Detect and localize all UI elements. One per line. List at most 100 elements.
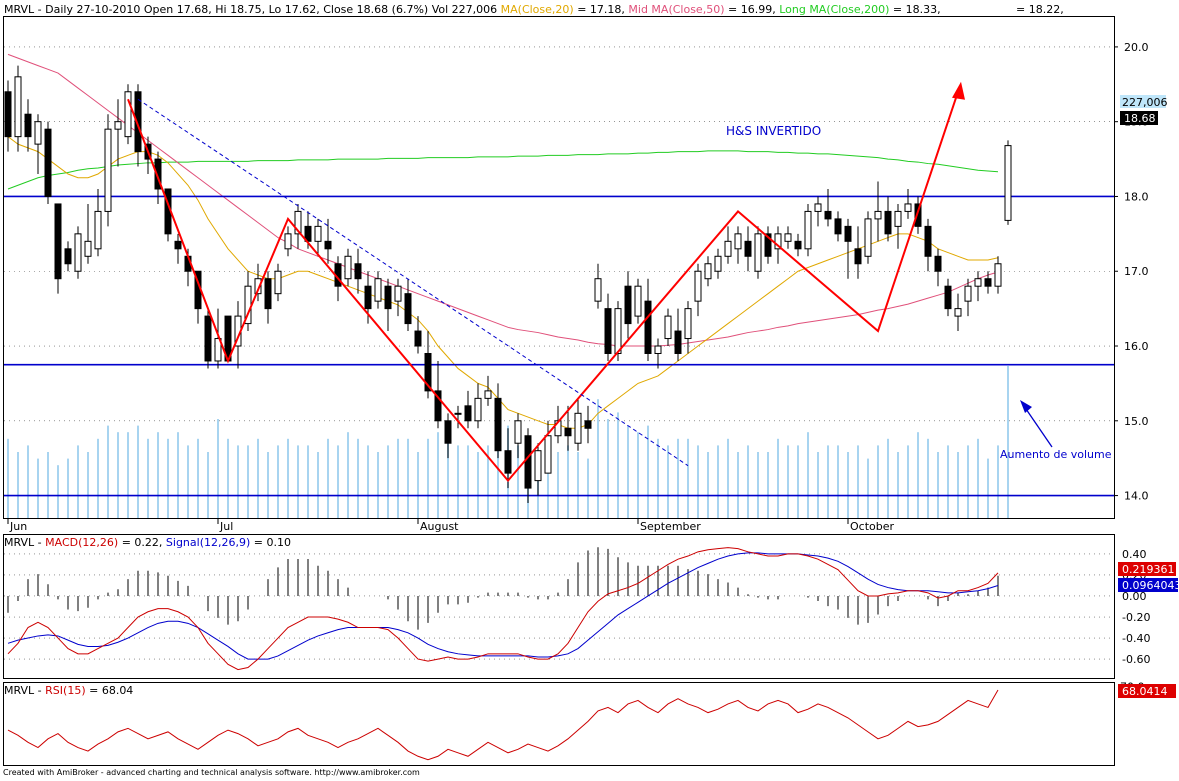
macd-tick-label: -0.40 bbox=[1122, 632, 1150, 645]
candle bbox=[794, 240, 802, 250]
candle bbox=[494, 397, 502, 452]
candle bbox=[134, 91, 142, 153]
candle bbox=[314, 225, 322, 242]
volume-bar bbox=[927, 438, 929, 518]
candle bbox=[704, 263, 712, 280]
header-symbol: MRVL bbox=[4, 3, 35, 16]
candle bbox=[684, 308, 692, 340]
volume-bar bbox=[497, 432, 499, 518]
price-tick-label: 17.0 bbox=[1124, 265, 1149, 278]
volume-bar bbox=[57, 465, 59, 518]
price-header: MRVL - Daily 27-10-2010 Open 17.68, Hi 1… bbox=[4, 3, 941, 16]
header-extra: = 18.22, bbox=[1016, 3, 1064, 16]
price-tick-label: 14.0 bbox=[1124, 490, 1149, 503]
candle bbox=[44, 128, 52, 197]
candle bbox=[774, 233, 782, 250]
volume-bar bbox=[817, 452, 819, 518]
candle bbox=[274, 270, 282, 295]
rsi-header-value: = 68.04 bbox=[86, 684, 134, 697]
candle bbox=[154, 158, 162, 190]
ma200-line bbox=[7, 150, 999, 190]
volume-tag: 227,006 bbox=[1122, 96, 1168, 109]
candle bbox=[24, 113, 32, 138]
volume-bar bbox=[437, 432, 439, 518]
volume-bar bbox=[617, 412, 619, 518]
volume-bar bbox=[777, 438, 779, 518]
candle bbox=[174, 240, 182, 250]
candle bbox=[734, 233, 742, 250]
volume-arrow-head bbox=[1020, 400, 1032, 413]
date-tick-label: October bbox=[850, 520, 894, 533]
volume-bar bbox=[267, 452, 269, 518]
candle bbox=[364, 285, 372, 310]
candle bbox=[994, 263, 1002, 287]
candle bbox=[344, 255, 352, 280]
candle bbox=[114, 121, 122, 130]
candle bbox=[94, 210, 102, 250]
volume-bar bbox=[567, 445, 569, 518]
candle bbox=[954, 308, 962, 317]
volume-bar bbox=[557, 452, 559, 518]
rsi-header: MRVL - RSI(15) = 68.04 bbox=[4, 684, 133, 697]
macd-tick-label: 0.40 bbox=[1122, 548, 1147, 561]
volume-bar bbox=[977, 438, 979, 518]
candle bbox=[84, 240, 92, 257]
candle bbox=[764, 233, 772, 257]
candle bbox=[564, 427, 572, 437]
candle bbox=[714, 255, 722, 272]
volume-bar bbox=[907, 445, 909, 518]
volume-bar bbox=[317, 452, 319, 518]
rsi-header-symbol: MRVL bbox=[4, 684, 35, 697]
volume-bar bbox=[257, 438, 259, 518]
candle bbox=[634, 285, 642, 317]
volume-bar bbox=[757, 452, 759, 518]
rsi-tag: 68.0414 bbox=[1122, 685, 1168, 698]
candle bbox=[4, 91, 12, 138]
volume-bar bbox=[857, 445, 859, 518]
volume-bar bbox=[397, 438, 399, 518]
candle bbox=[384, 285, 392, 310]
candle bbox=[844, 225, 852, 242]
volume-bar bbox=[157, 432, 159, 518]
pattern-annotation: H&S INVERTIDO bbox=[726, 124, 821, 138]
volume-bar bbox=[887, 438, 889, 518]
volume-arrow-shaft bbox=[1025, 408, 1053, 448]
volume-bar bbox=[277, 445, 279, 518]
volume-bar bbox=[597, 399, 599, 518]
header-ma20-value: = 17.18, bbox=[574, 3, 629, 16]
candle bbox=[424, 352, 432, 392]
macd-tick-label: -0.20 bbox=[1122, 611, 1150, 624]
candle bbox=[814, 203, 822, 212]
macd-header-name: MACD(12,26) bbox=[45, 536, 118, 549]
volume-bar bbox=[917, 432, 919, 518]
volume-bar bbox=[307, 445, 309, 518]
candle bbox=[414, 330, 422, 347]
candle bbox=[354, 263, 362, 280]
volume-bar bbox=[167, 438, 169, 518]
price-tick-label: 15.0 bbox=[1124, 415, 1149, 428]
footer-credit: Created with AmiBroker - advanced charti… bbox=[3, 768, 420, 777]
candle bbox=[674, 330, 682, 354]
volume-bar bbox=[127, 432, 129, 518]
candle bbox=[204, 315, 212, 362]
header-ma200-value: = 18.33, bbox=[889, 3, 940, 16]
zigzag-trend-line bbox=[127, 91, 959, 483]
candle bbox=[394, 285, 402, 302]
candle bbox=[604, 308, 612, 354]
candle bbox=[694, 270, 702, 302]
candle bbox=[784, 233, 792, 242]
candle bbox=[324, 240, 332, 250]
volume-bar bbox=[207, 452, 209, 518]
volume-bar bbox=[547, 458, 549, 518]
volume-bar bbox=[197, 438, 199, 518]
candle bbox=[884, 210, 892, 235]
candle bbox=[744, 240, 752, 257]
candle bbox=[644, 300, 652, 354]
volume-bar bbox=[387, 445, 389, 518]
volume-bar bbox=[717, 445, 719, 518]
ma50-line bbox=[7, 53, 999, 347]
candle bbox=[484, 390, 492, 399]
support-resistance-lines bbox=[4, 195, 1114, 497]
volume-bar bbox=[407, 438, 409, 518]
